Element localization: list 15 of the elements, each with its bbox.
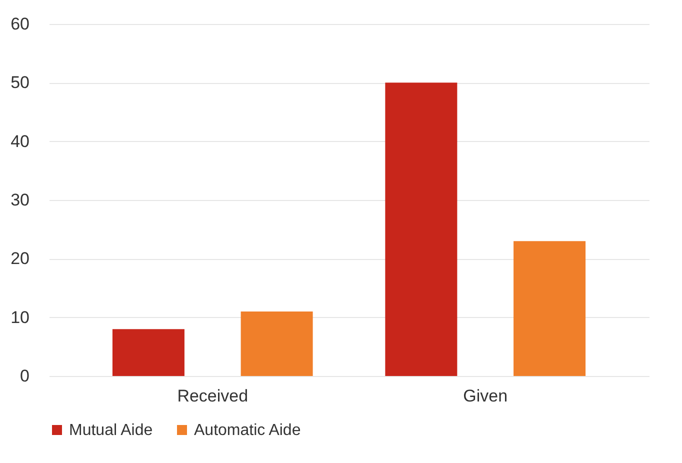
bar — [385, 82, 458, 376]
y-tick-label: 40 — [10, 132, 30, 151]
bar — [240, 311, 313, 376]
legend-label: Mutual Aide — [69, 422, 153, 439]
bar — [514, 241, 586, 376]
bar — [112, 329, 184, 376]
y-tick-label: 20 — [10, 249, 30, 268]
x-tick-label: Received — [177, 386, 248, 406]
x-tick-label: Given — [463, 386, 508, 406]
y-tick-label: 30 — [10, 190, 30, 210]
legend-label: Automatic Aide — [194, 422, 301, 439]
y-tick-label: 60 — [10, 14, 30, 34]
y-tick-label: 50 — [10, 73, 30, 92]
y-tick-label: 10 — [10, 308, 30, 327]
y-tick-label: 0 — [20, 366, 30, 386]
